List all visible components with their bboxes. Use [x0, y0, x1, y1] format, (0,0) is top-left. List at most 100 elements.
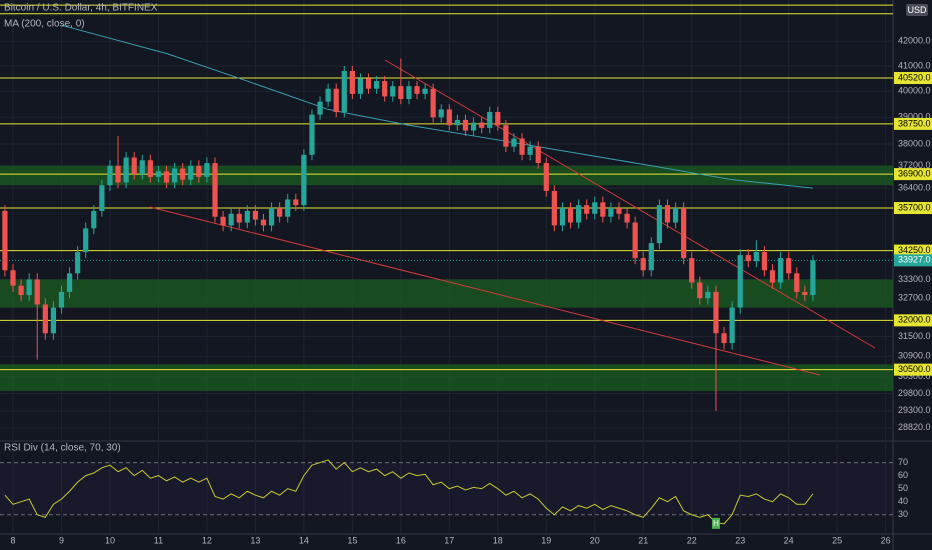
- rsi-band: [0, 462, 893, 515]
- candle-body: [414, 86, 420, 94]
- candle-body: [293, 199, 299, 206]
- candle-body: [50, 307, 56, 334]
- rsi-legend: RSI Div (14, close, 70, 30): [4, 443, 121, 454]
- level-badge: [894, 363, 932, 376]
- candle-body: [470, 122, 477, 131]
- x-tick-label: 14: [299, 535, 309, 545]
- candle-body: [495, 112, 501, 126]
- y-tick-label: 39000.0: [898, 112, 931, 122]
- last-price-label: 33927.0: [898, 255, 931, 265]
- candle-body: [608, 208, 614, 217]
- candle-body: [576, 205, 582, 223]
- level-badge: [894, 117, 932, 130]
- y-tick-label: 37200.0: [898, 160, 931, 170]
- trend-line: [384, 59, 876, 349]
- candle-body: [753, 252, 759, 262]
- candle-body: [26, 279, 32, 296]
- candle-body: [155, 171, 162, 177]
- candle-body: [252, 210, 258, 220]
- candle-body: [91, 210, 97, 229]
- candle-body: [382, 81, 388, 97]
- rsi-tick-label: 40: [898, 496, 908, 506]
- candle-body: [802, 291, 808, 296]
- candle-body: [689, 258, 695, 283]
- candle-body: [10, 270, 16, 286]
- candle-body: [446, 109, 452, 126]
- candle-body: [309, 114, 315, 155]
- candle-body: [268, 208, 275, 226]
- x-tick-label: 11: [154, 535, 163, 545]
- zone: [0, 279, 893, 308]
- level-label: 32000.0: [898, 315, 931, 325]
- candle-body: [228, 213, 234, 226]
- rsi-line: [4, 459, 814, 525]
- candle-body: [163, 171, 170, 183]
- candle-body: [729, 307, 735, 344]
- axes: 42000.0 41000.0 40000.0 39000.0 38000.0 37200…: [10, 36, 932, 545]
- candle-body: [778, 258, 784, 283]
- candle-body: [349, 70, 355, 94]
- y-tick-label: 41000.0: [898, 60, 931, 70]
- ma-line: [61, 24, 813, 189]
- candle-body: [131, 157, 137, 175]
- candle-body: [656, 205, 662, 244]
- y-tick-label: 29300.0: [898, 405, 931, 415]
- x-tick-label: 22: [687, 535, 697, 545]
- trend-line: [149, 206, 821, 376]
- y-tick-label: 38000.0: [898, 138, 931, 148]
- candle-body: [640, 258, 646, 271]
- candle-body: [567, 208, 574, 223]
- x-tick-label: 24: [784, 535, 794, 545]
- candle-body: [769, 270, 776, 283]
- y-tick-label: 40000.0: [898, 86, 931, 96]
- level-label: 36900.0: [898, 168, 931, 178]
- candle-body: [672, 208, 679, 223]
- x-tick-label: 18: [493, 535, 503, 545]
- x-tick-label: 13: [250, 535, 260, 545]
- x-tick-label: 20: [590, 535, 600, 545]
- candle-body: [58, 291, 65, 308]
- candle-body: [559, 208, 566, 226]
- level-badge: [894, 72, 932, 85]
- candle-body: [551, 190, 557, 226]
- candle-body: [705, 291, 711, 299]
- candle-body: [398, 86, 404, 100]
- x-tick-label: 12: [202, 535, 212, 545]
- candle-body: [430, 88, 436, 118]
- x-tick-label: 26: [881, 535, 891, 545]
- y-tick-label: 36400.0: [898, 182, 931, 192]
- candle-body: [600, 202, 606, 217]
- candle-body: [616, 208, 622, 214]
- candle-body: [2, 210, 8, 271]
- candle-body: [236, 213, 242, 223]
- candle-body: [374, 81, 380, 89]
- candle-body: [341, 70, 347, 113]
- candle-body: [139, 160, 145, 175]
- level-badge: [894, 314, 932, 327]
- zone: [0, 165, 893, 186]
- candle-body: [422, 88, 428, 94]
- candle-body: [204, 163, 210, 177]
- candle-body: [333, 88, 339, 113]
- candle-body: [188, 165, 194, 180]
- candle-body: [180, 168, 186, 180]
- levels: [0, 4, 893, 371]
- candle-body: [737, 255, 743, 308]
- candle-body: [285, 199, 291, 217]
- candle-body: [83, 228, 89, 253]
- candle-body: [99, 185, 105, 211]
- candle-body: [511, 138, 517, 147]
- candle-body: [260, 219, 267, 226]
- candle-body: [584, 205, 590, 214]
- candle-body: [107, 165, 113, 186]
- candle-body: [761, 252, 768, 271]
- candle-body: [123, 157, 129, 183]
- candle-body: [277, 208, 283, 217]
- y-tick-label: 30900.0: [898, 351, 931, 361]
- candle-body: [519, 138, 525, 155]
- candle-body: [147, 160, 153, 177]
- last-price-badge: [894, 254, 932, 267]
- rsi-pane: H: [0, 459, 893, 529]
- candle-body: [357, 78, 364, 94]
